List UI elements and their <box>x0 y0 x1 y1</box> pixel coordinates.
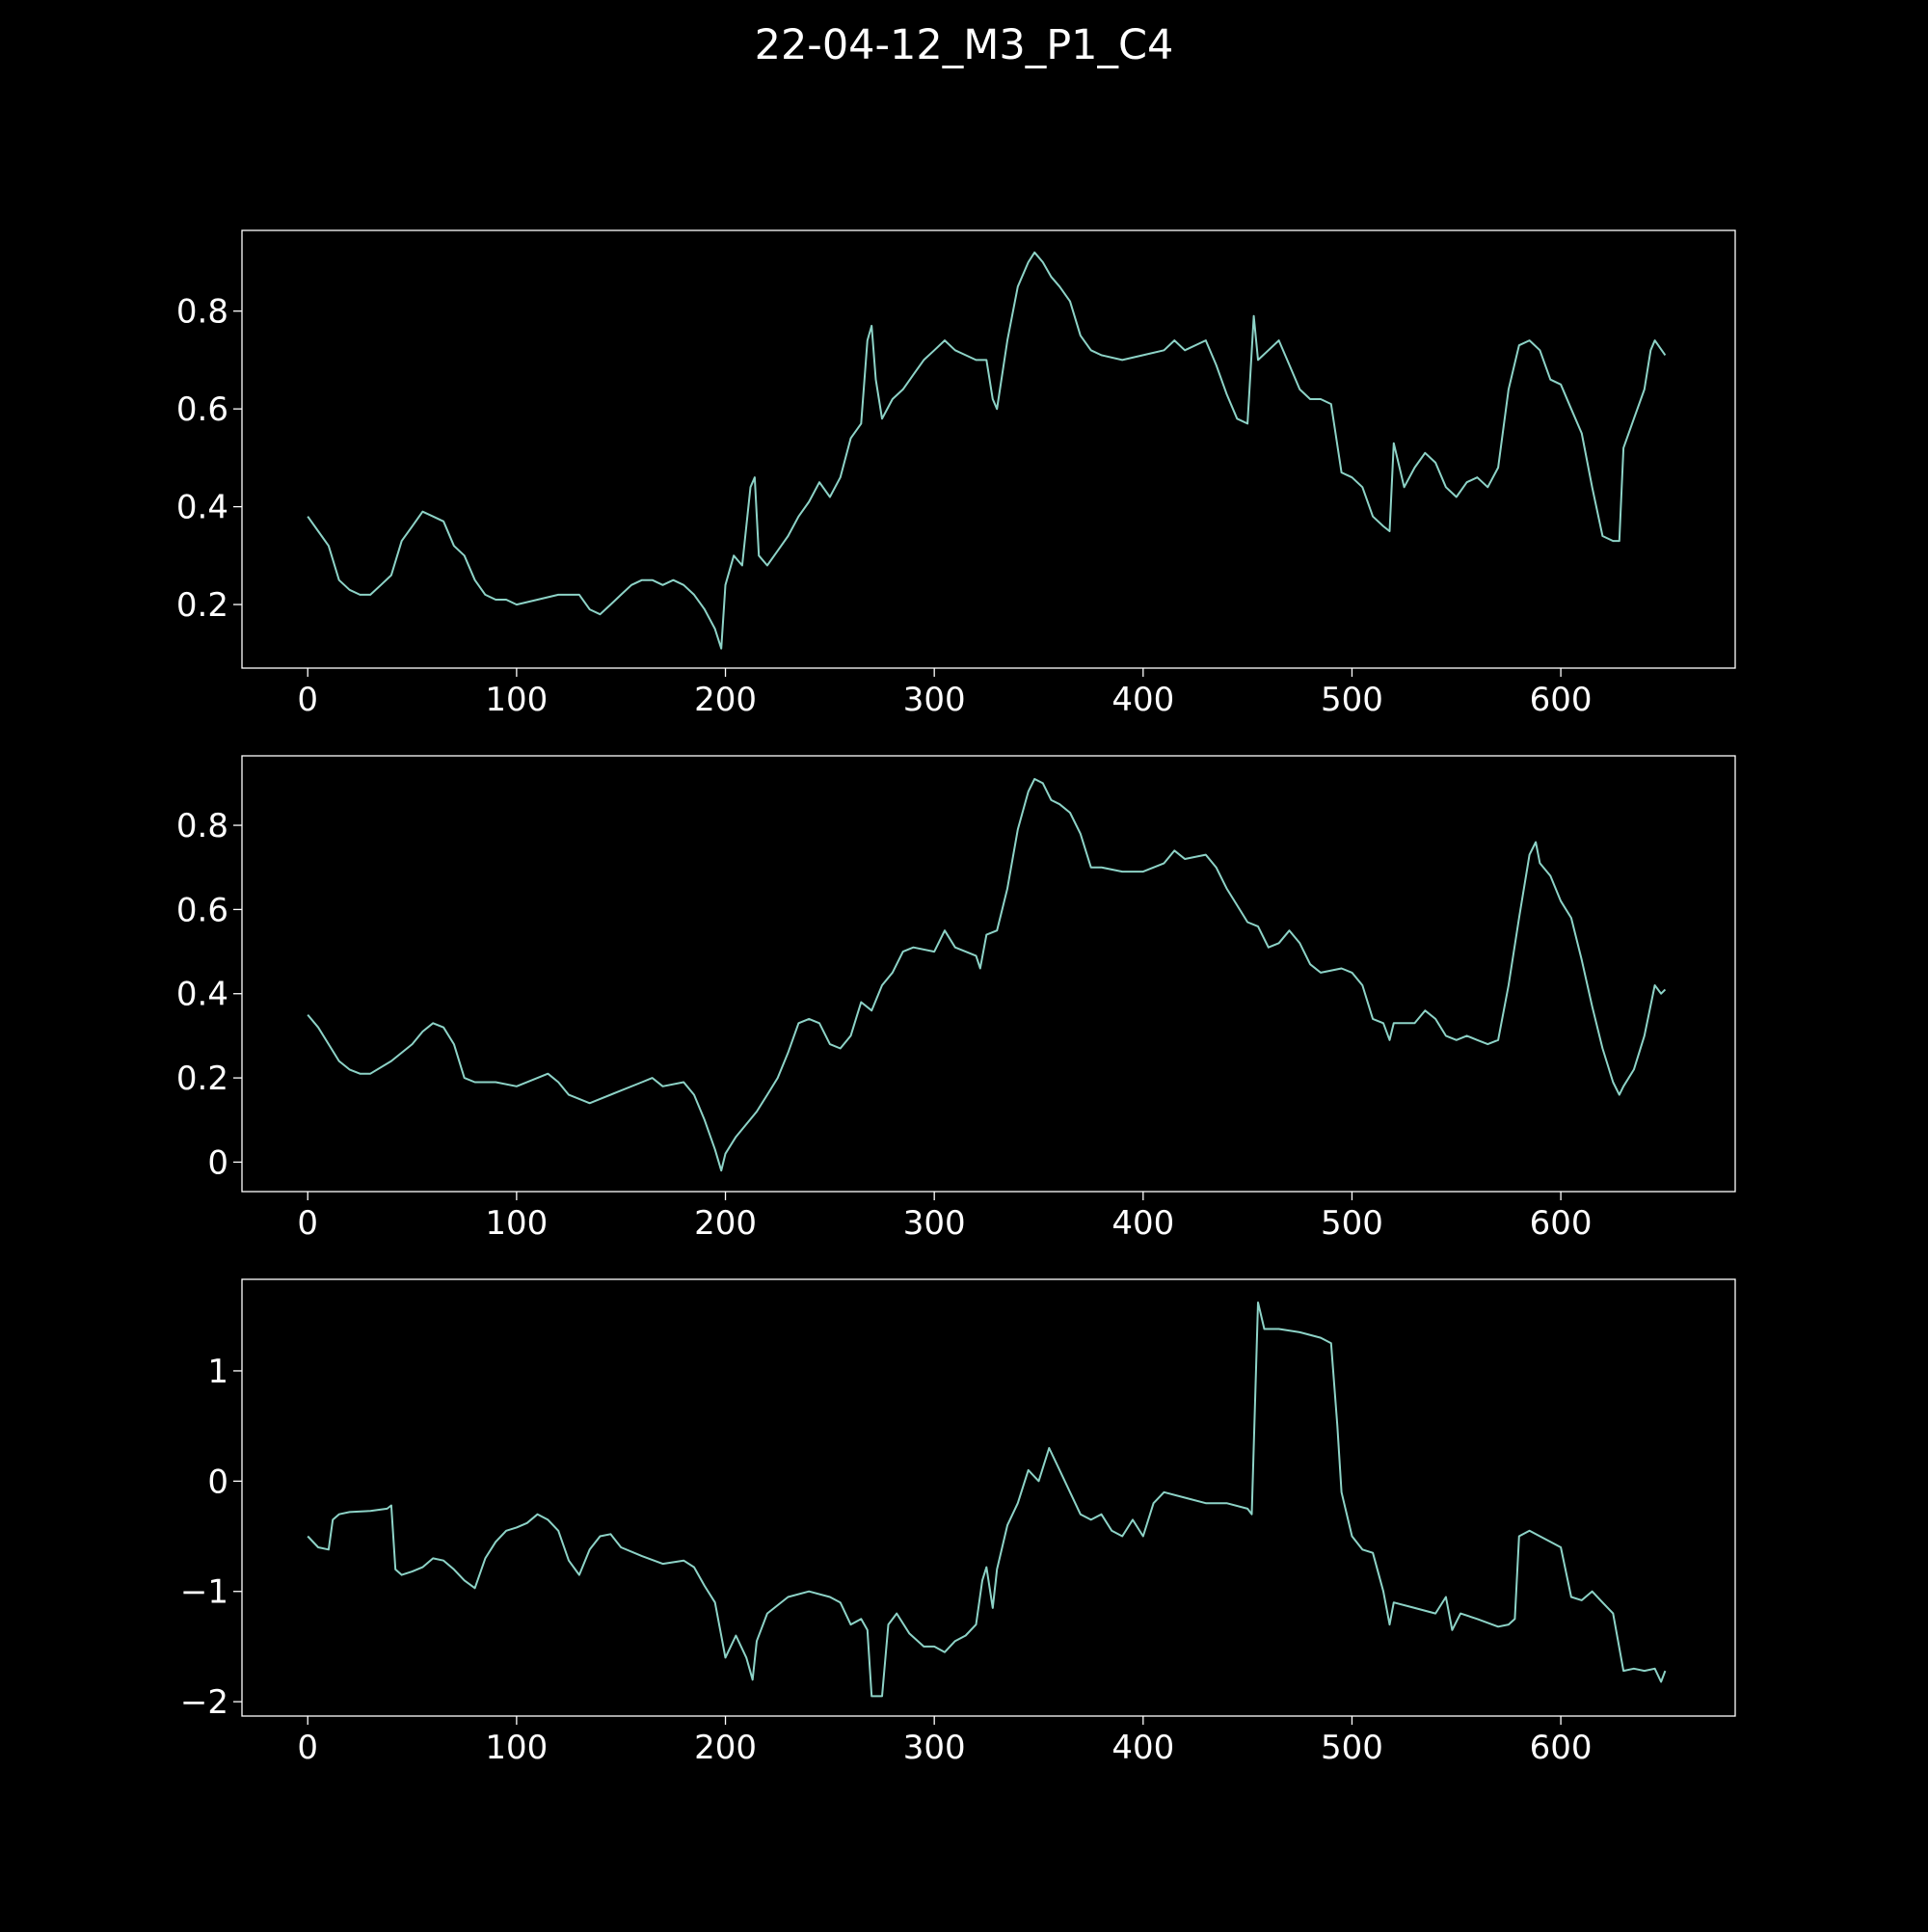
x-tick-label: 300 <box>903 1729 966 1767</box>
series-line-3-1 <box>307 1301 1667 1698</box>
y-tick-label: 1 <box>207 1353 228 1391</box>
y-tick-label: 0 <box>207 1462 228 1501</box>
y-tick-label: 0.2 <box>176 586 228 625</box>
axes-frame-1 <box>241 229 1736 669</box>
y-tick-label: 0.8 <box>176 293 228 332</box>
x-tick-label: 100 <box>485 1204 548 1243</box>
x-tick-label: 100 <box>485 1729 548 1767</box>
x-tick-label: 500 <box>1321 1729 1383 1767</box>
x-tick-label: 600 <box>1530 1729 1593 1767</box>
series-line-1-1 <box>307 251 1667 650</box>
y-tick-label: 0.2 <box>176 1060 228 1098</box>
subplot-2: 0 100 200 300 400 500 600 0 0.2 0.4 0.6 0.8 <box>176 755 1736 1243</box>
y-tick-label: 0.4 <box>176 489 228 527</box>
series-line-2-1 <box>307 778 1667 1172</box>
x-tick-label: 400 <box>1111 681 1174 719</box>
axes-frame-3 <box>241 1278 1736 1717</box>
x-tick-label: 500 <box>1321 681 1383 719</box>
x-tick-label: 0 <box>297 681 318 719</box>
x-tick-label: 500 <box>1321 1204 1383 1243</box>
x-tick-label: 200 <box>694 681 757 719</box>
x-tick-label: 100 <box>485 681 548 719</box>
y-tick-label: −2 <box>180 1683 228 1722</box>
axes-frame-2 <box>241 755 1736 1193</box>
subplot-1: 0 100 200 300 400 500 600 0.2 0.4 0.6 0.8 <box>176 229 1736 719</box>
x-tick-label: 200 <box>694 1729 757 1767</box>
y-tick-label: 0 <box>207 1143 228 1182</box>
x-tick-label: 600 <box>1530 681 1593 719</box>
y-tick-label: 0.6 <box>176 891 228 929</box>
x-tick-label: 0 <box>297 1729 318 1767</box>
y-tick-label: 0.8 <box>176 807 228 845</box>
y-tick-label: 0.6 <box>176 390 228 429</box>
y-tick-label: −1 <box>180 1573 228 1612</box>
x-tick-label: 400 <box>1111 1204 1174 1243</box>
subplot-3: 0 100 200 300 400 500 600 −2 −1 0 1 <box>180 1278 1736 1767</box>
x-tick-label: 300 <box>903 681 966 719</box>
figure-title: 22-04-12_M3_P1_C4 <box>754 21 1174 69</box>
x-tick-label: 200 <box>694 1204 757 1243</box>
x-tick-label: 300 <box>903 1204 966 1243</box>
y-tick-label: 0.4 <box>176 976 228 1014</box>
x-tick-label: 600 <box>1530 1204 1593 1243</box>
x-tick-label: 400 <box>1111 1729 1174 1767</box>
x-tick-label: 0 <box>297 1204 318 1243</box>
